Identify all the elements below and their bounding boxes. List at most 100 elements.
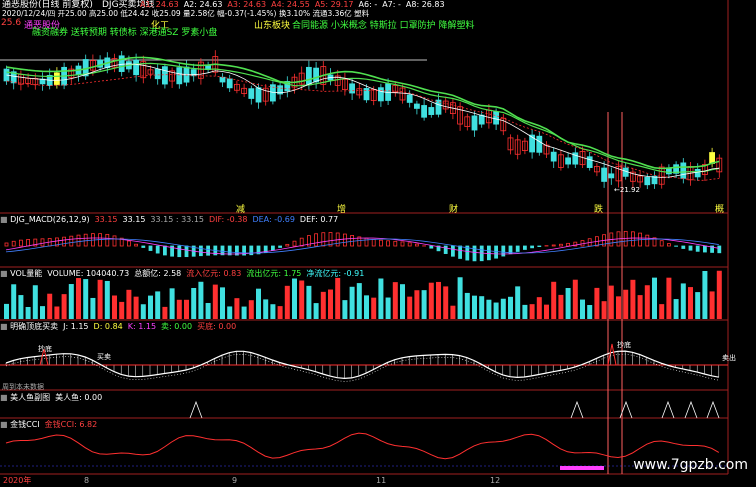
vol-toggle-icon[interactable]: ■	[0, 269, 11, 278]
macd-bar-4	[33, 238, 38, 247]
volume-bar-23	[169, 288, 175, 319]
candle-body-33	[241, 87, 248, 94]
sector-tag-3[interactable]: 合同能源 小米概念 特斯拉 口罩防护 降解塑料	[292, 21, 475, 31]
candle-body-72	[522, 140, 528, 151]
candle-body-58	[421, 105, 428, 118]
macd-bar-57	[414, 243, 419, 247]
macd-value-2: 33.15 : 33.15	[150, 215, 204, 224]
volume-bar-67	[486, 299, 492, 319]
low-price-marker: ←21.92	[614, 186, 640, 194]
volume-bar-56	[407, 296, 413, 319]
volume-bar-55	[400, 284, 405, 319]
macd-bar-92	[667, 243, 671, 247]
macd-bar-89	[645, 234, 650, 247]
sector-tag-2[interactable]: 山东板块	[254, 21, 291, 31]
macd-header: ■ DJG_MACD(26,12,9) 33.15 33.15 33.15 : 33.…	[0, 215, 343, 225]
sell-signal-label-2: 卖出	[722, 354, 736, 362]
volume-bar-88	[637, 295, 643, 319]
candle-body-34	[248, 88, 255, 99]
event-label-0[interactable]: 减	[236, 205, 246, 215]
candle-body-64	[464, 116, 471, 128]
cci-toggle-icon[interactable]: ■	[0, 420, 11, 429]
kdj-value-1: D: 0.84	[93, 322, 123, 331]
kdj-line-k	[5, 350, 719, 380]
macd-bar-74	[537, 245, 542, 247]
sector-tag-0[interactable]: 通恶股份	[24, 21, 61, 31]
event-label-1[interactable]: 增	[337, 205, 347, 215]
macd-toggle-icon[interactable]: ■	[0, 215, 11, 224]
ma-value-3: A4: 24.55	[271, 0, 310, 9]
volume-bar-73	[529, 304, 535, 319]
volume-bar-10	[76, 278, 81, 319]
vol-value-4: 净流亿元: -0.91	[306, 269, 365, 278]
kdj-value-3: 卖: 0.00	[161, 322, 193, 331]
volume-bar-70	[508, 296, 513, 319]
macd-bar-24	[177, 245, 182, 258]
candle-body-65	[471, 115, 478, 131]
volume-bar-43	[313, 303, 319, 319]
candle-body-19	[140, 61, 147, 79]
volume-bar-58	[421, 290, 427, 319]
macd-bar-78	[566, 242, 570, 247]
volume-bar-17	[126, 289, 132, 319]
volume-bar-12	[90, 297, 96, 319]
macd-bar-22	[162, 245, 167, 256]
volume-bar-77	[558, 294, 564, 319]
volume-bar-52	[378, 278, 384, 319]
volume-bar-42	[306, 285, 312, 319]
volume-bar-26	[191, 287, 197, 319]
watermark: www.7gpzb.com	[633, 457, 748, 473]
candle-body-31	[226, 78, 233, 89]
indicator-name[interactable]: DJG买卖均线	[102, 0, 155, 10]
candle-body-42	[305, 66, 312, 86]
macd-bar-76	[551, 244, 556, 247]
candle-body-35	[255, 87, 262, 103]
macd-bar-25	[184, 245, 189, 258]
candle-body-27	[197, 61, 204, 79]
macd-value-5: DEF: 0.77	[299, 215, 339, 224]
macd-bar-87	[631, 231, 635, 247]
macd-bar-44	[321, 232, 326, 247]
candle-body-62	[449, 102, 456, 115]
candle-body-71	[514, 139, 521, 155]
beauty-toggle-icon[interactable]: ■	[0, 393, 11, 402]
volume-bar-90	[652, 277, 657, 319]
kdj-toggle-icon[interactable]: ■	[0, 322, 11, 331]
macd-bar-30	[220, 245, 225, 256]
volume-bar-33	[241, 306, 247, 319]
event-label-4[interactable]: 概	[715, 205, 725, 215]
event-label-3[interactable]: 跌	[594, 205, 604, 215]
time-axis-label-0: 2020年	[3, 476, 32, 485]
candle-body-30	[219, 76, 226, 83]
candle-body-22	[161, 66, 168, 85]
macd-bar-38	[278, 245, 283, 248]
macd-bar-8	[62, 236, 66, 247]
macd-bar-19	[141, 245, 146, 248]
macd-bar-55	[400, 241, 405, 247]
volume-bar-59	[428, 282, 434, 319]
volume-bar-41	[299, 280, 305, 319]
macd-bar-56	[407, 242, 412, 247]
macd-bar-97	[703, 245, 707, 253]
volume-bar-3	[25, 306, 31, 319]
macd-bar-20	[148, 245, 153, 251]
volume-header: ■ VOL量能 VOLUME: 104040.73 总额亿: 2.58 流入亿元: 0…	[0, 269, 369, 279]
sector-tag-1[interactable]: 化工	[151, 21, 170, 31]
volume-bar-80	[580, 299, 585, 319]
sell-signal-label-1: 买卖	[97, 353, 111, 361]
macd-bar-54	[393, 240, 398, 247]
kdj-value-2: K: 1.15	[127, 322, 157, 331]
macd-bar-40	[292, 240, 297, 247]
candle-body-73	[529, 134, 535, 153]
volume-bar-83	[601, 301, 607, 319]
candle-body-97	[702, 164, 708, 175]
macd-bar-68	[494, 245, 499, 259]
macd-bar-32	[234, 245, 239, 256]
volume-bar-48	[349, 286, 355, 319]
candle-body-49	[356, 88, 363, 96]
event-label-2[interactable]: 财	[449, 205, 459, 215]
candle-body-91	[658, 166, 665, 185]
volume-bar-86	[623, 289, 629, 319]
candle-body-84	[608, 173, 615, 179]
